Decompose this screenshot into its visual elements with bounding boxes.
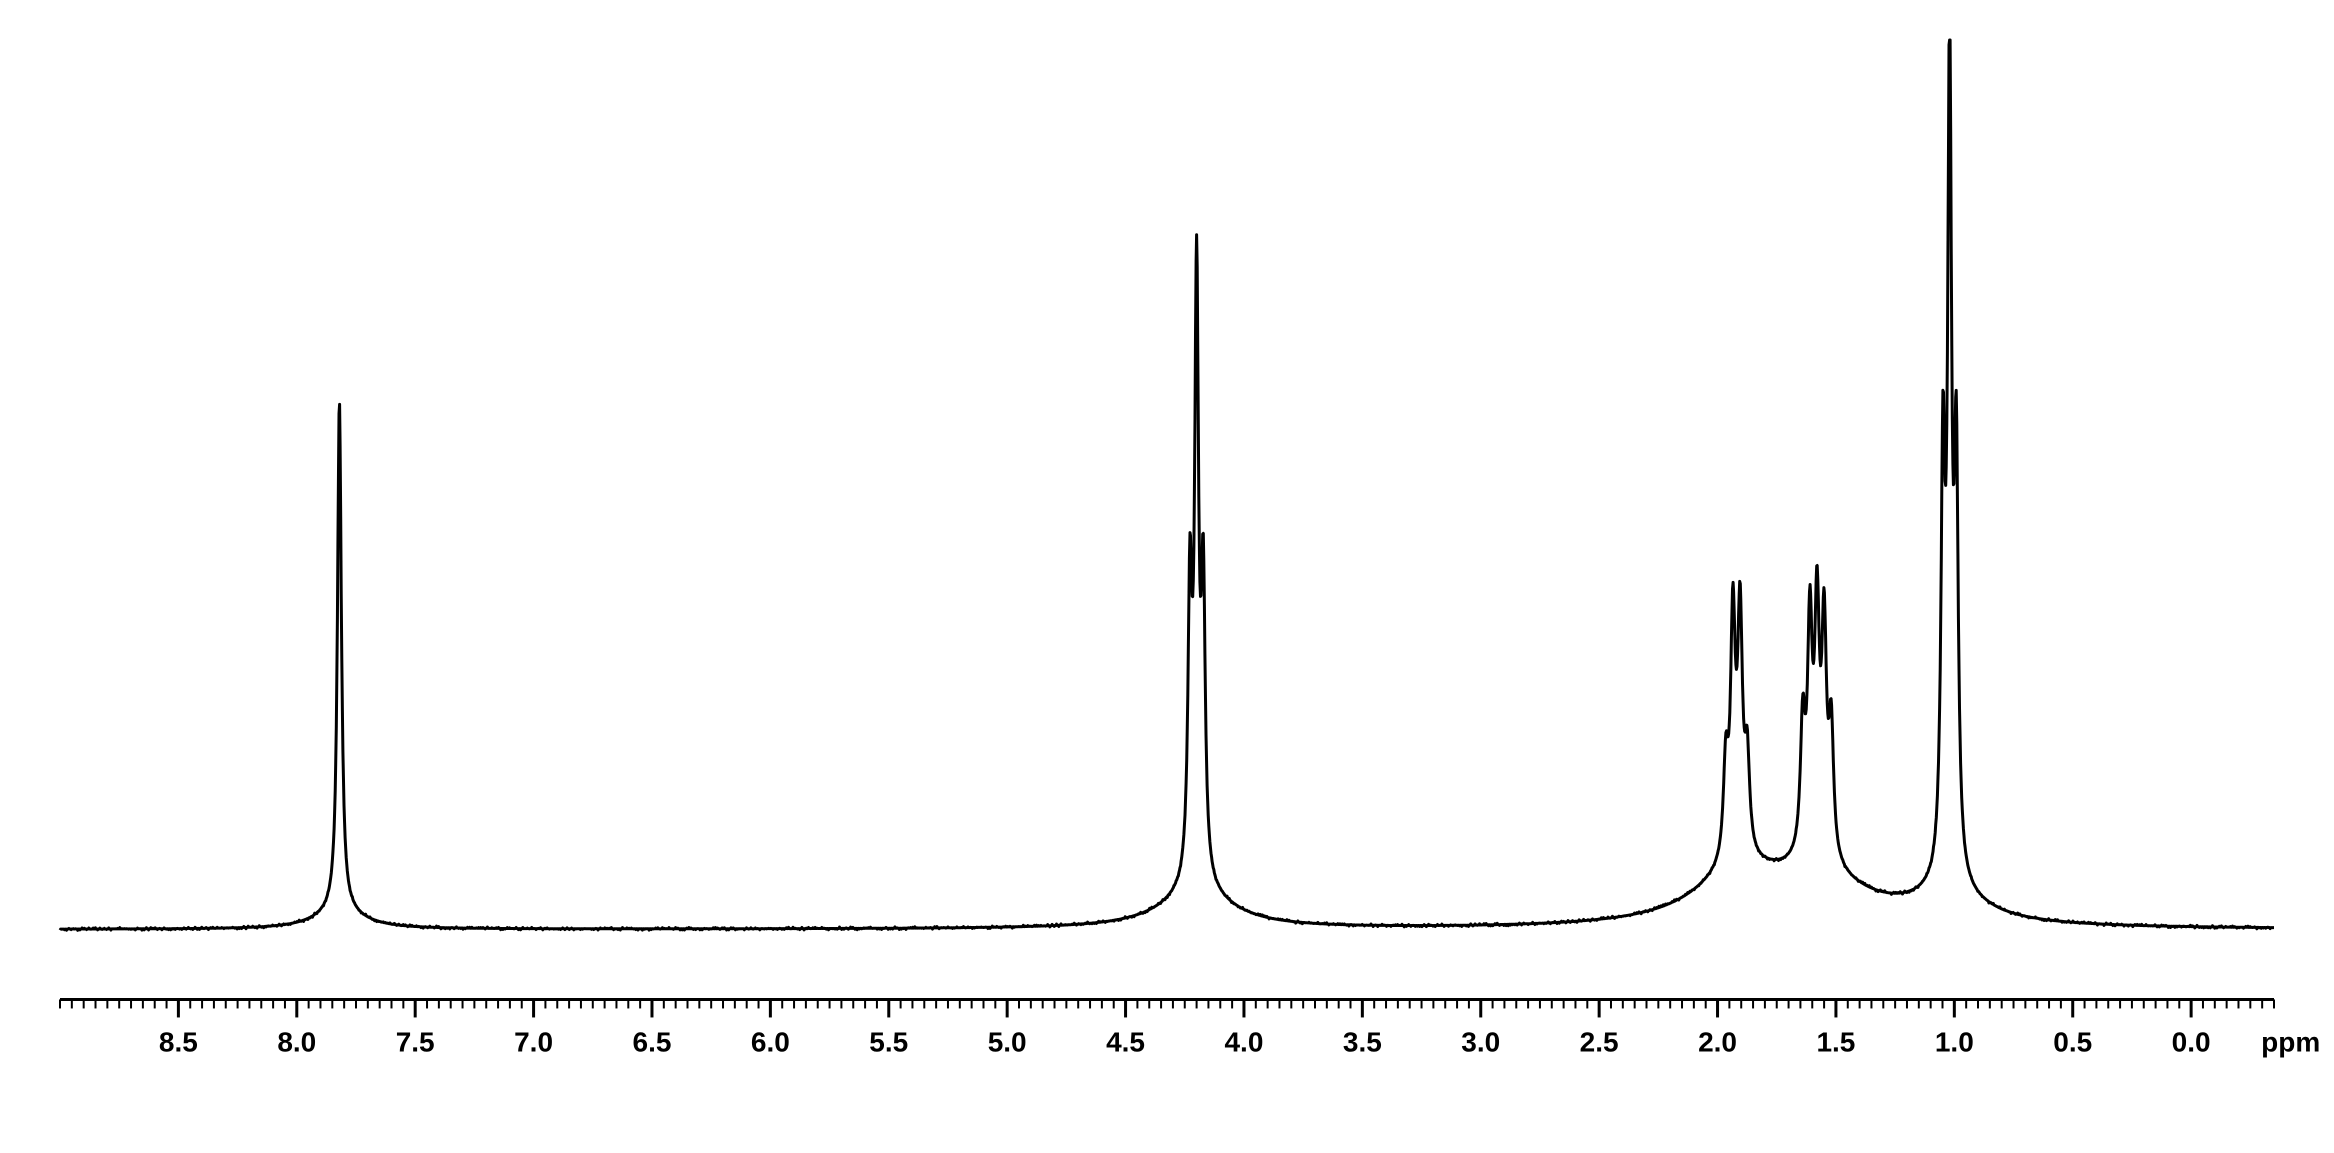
x-tick-label: 5.0 (988, 1026, 1027, 1057)
x-tick-label: 8.0 (277, 1026, 316, 1057)
x-tick-label: 0.5 (2053, 1026, 2092, 1057)
x-axis-unit-label: ppm (2261, 1026, 2320, 1057)
x-tick-label: 0.0 (2172, 1026, 2211, 1057)
x-tick-label: 1.0 (1935, 1026, 1974, 1057)
x-tick-label: 3.0 (1461, 1026, 1500, 1057)
spectrum-svg: 0.0 0.5 1.0 1.5 2.0 2.5 3.0 3.5 4.0 4.5 5.0 5.5 6.0 6… (0, 0, 2334, 1153)
x-tick-label: 3.5 (1343, 1026, 1382, 1057)
x-tick-label: 6.0 (751, 1026, 790, 1057)
x-tick-label: 4.0 (1224, 1026, 1263, 1057)
x-tick-label: 2.0 (1698, 1026, 1737, 1057)
x-axis-labels: 0.0 0.5 1.0 1.5 2.0 2.5 3.0 3.5 4.0 4.5 5.0 5.5 6.0 6… (159, 1026, 2320, 1057)
x-tick-label: 5.5 (869, 1026, 908, 1057)
x-tick-label: 4.5 (1106, 1026, 1145, 1057)
x-tick-label: 7.5 (396, 1026, 435, 1057)
x-tick-label: 6.5 (633, 1026, 672, 1057)
x-axis-ticks (60, 999, 2274, 1017)
x-tick-label: 2.5 (1580, 1026, 1619, 1057)
x-tick-label: 8.5 (159, 1026, 198, 1057)
x-tick-label: 7.0 (514, 1026, 553, 1057)
x-tick-label: 1.5 (1816, 1026, 1855, 1057)
spectrum-trace (60, 40, 2274, 930)
nmr-spectrum-chart: 0.0 0.5 1.0 1.5 2.0 2.5 3.0 3.5 4.0 4.5 5.0 5.5 6.0 6… (0, 0, 2334, 1153)
